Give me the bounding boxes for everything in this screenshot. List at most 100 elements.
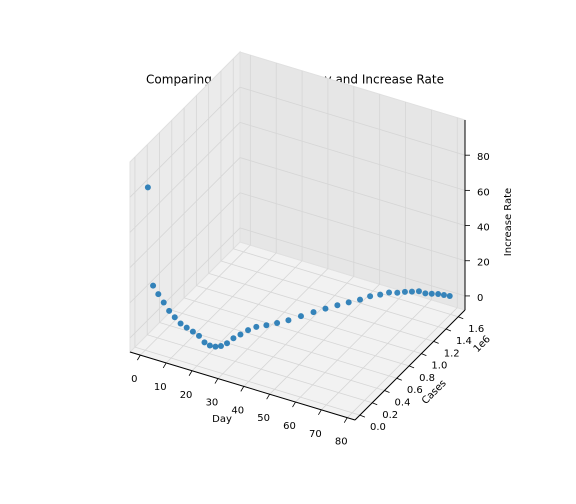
data-point bbox=[150, 282, 157, 289]
x-tick-label: 0 bbox=[131, 374, 137, 385]
data-point bbox=[201, 339, 208, 346]
data-point bbox=[160, 299, 167, 306]
data-point bbox=[322, 305, 329, 312]
data-point bbox=[224, 340, 231, 347]
data-point bbox=[334, 302, 341, 309]
grid-line bbox=[129, 122, 241, 233]
tick-mark bbox=[266, 394, 270, 400]
data-point bbox=[253, 323, 260, 330]
data-point bbox=[183, 324, 190, 331]
z-tick-label: 60 bbox=[477, 187, 490, 198]
data-point bbox=[212, 343, 219, 350]
data-point bbox=[367, 293, 374, 300]
x-tick-label: 10 bbox=[154, 382, 167, 393]
grid-line bbox=[295, 291, 406, 403]
tick-mark bbox=[343, 417, 348, 423]
tick-mark bbox=[372, 402, 378, 406]
data-point bbox=[377, 291, 384, 298]
tick-mark bbox=[162, 362, 167, 369]
x-tick-label: 70 bbox=[309, 429, 322, 440]
x-tick-label: 30 bbox=[206, 398, 219, 409]
data-point bbox=[435, 291, 442, 298]
tick-mark bbox=[384, 390, 390, 393]
grid-line bbox=[243, 276, 355, 387]
tick-mark bbox=[396, 377, 402, 381]
tick-mark bbox=[445, 328, 452, 332]
grid-line bbox=[239, 227, 466, 297]
grid-line bbox=[140, 244, 251, 356]
data-point bbox=[245, 327, 252, 334]
y-tick-label: 0.4 bbox=[395, 398, 411, 409]
data-point bbox=[217, 343, 224, 350]
x-tick-label: 60 bbox=[283, 421, 296, 432]
data-point bbox=[155, 291, 162, 298]
tick-mark bbox=[214, 378, 219, 384]
grid-line bbox=[239, 192, 466, 262]
tick-mark bbox=[137, 354, 141, 361]
grid-line bbox=[239, 157, 466, 226]
grid-line bbox=[233, 248, 459, 318]
z-tick-label: 0 bbox=[477, 293, 483, 304]
data-point bbox=[357, 296, 364, 303]
data-point bbox=[408, 288, 415, 295]
data-point bbox=[428, 290, 435, 297]
tick-mark bbox=[318, 409, 322, 416]
data-point bbox=[274, 320, 281, 327]
grid-line bbox=[165, 252, 277, 364]
y-tick-label: 1.2 bbox=[444, 348, 460, 359]
x-axis-label: Day bbox=[212, 414, 232, 425]
y-tick-label: 1.4 bbox=[456, 336, 472, 347]
data-point bbox=[206, 342, 213, 349]
data-point bbox=[144, 184, 151, 191]
data-point bbox=[230, 335, 237, 342]
tick-mark bbox=[292, 401, 296, 408]
data-point bbox=[394, 289, 401, 296]
y-axis-line bbox=[354, 309, 466, 421]
grid-line bbox=[196, 285, 422, 355]
tick-mark bbox=[188, 370, 193, 376]
grid-line bbox=[208, 272, 434, 342]
grid-line bbox=[321, 299, 432, 411]
grid-line bbox=[183, 297, 410, 367]
tick-mark bbox=[433, 340, 439, 344]
x-tick-label: 80 bbox=[335, 437, 348, 448]
grid-line bbox=[129, 157, 241, 268]
data-point bbox=[171, 314, 178, 321]
grid-line bbox=[191, 260, 303, 372]
data-point bbox=[310, 309, 317, 316]
data-point bbox=[446, 292, 453, 299]
data-point bbox=[237, 331, 244, 338]
data-point bbox=[345, 299, 352, 306]
tick-mark bbox=[458, 316, 464, 320]
x-tick-label: 50 bbox=[257, 413, 270, 424]
y-tick-label: 0.2 bbox=[382, 410, 398, 421]
data-point bbox=[189, 328, 196, 335]
data-point bbox=[401, 288, 408, 295]
y-tick-label: 0.8 bbox=[419, 373, 435, 384]
x-tick-label: 20 bbox=[180, 390, 193, 401]
grid-line bbox=[134, 346, 361, 416]
grid-line bbox=[239, 121, 466, 191]
grid-line bbox=[129, 86, 241, 198]
grid-line bbox=[129, 192, 241, 304]
x-tick-label: 40 bbox=[231, 405, 244, 416]
tick-mark bbox=[240, 386, 245, 392]
y-tick-label: 1.0 bbox=[431, 361, 447, 372]
grid-line bbox=[171, 309, 397, 379]
z-tick-label: 20 bbox=[477, 258, 490, 269]
tick-mark bbox=[408, 365, 415, 369]
tick-mark bbox=[421, 353, 427, 357]
grid-line bbox=[220, 260, 447, 330]
data-point bbox=[422, 290, 429, 297]
data-point bbox=[263, 322, 270, 329]
tick-mark bbox=[359, 414, 366, 418]
grid-line bbox=[269, 283, 380, 395]
grid-line bbox=[239, 86, 466, 156]
data-point bbox=[386, 289, 393, 296]
z-axis-label: Increase Rate bbox=[503, 188, 514, 256]
grid-line bbox=[346, 307, 458, 418]
data-point bbox=[177, 320, 184, 327]
y-tick-label: 1.6 bbox=[468, 324, 484, 335]
data-point bbox=[166, 307, 173, 314]
